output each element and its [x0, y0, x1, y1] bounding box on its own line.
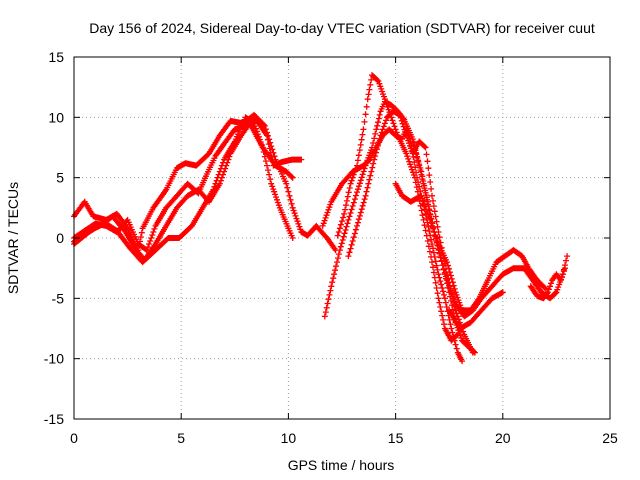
axis-ticks — [73, 56, 611, 420]
series-track-10 — [409, 138, 571, 320]
y-tick-label: 5 — [56, 170, 64, 186]
grid-lines — [74, 57, 610, 419]
scatter-marks — [392, 180, 549, 314]
scatter-marks — [527, 265, 568, 302]
series-track-7 — [334, 72, 461, 344]
x-tick-label: 15 — [388, 430, 404, 446]
x-tick-label: 0 — [70, 430, 78, 446]
x-tick-label: 10 — [281, 430, 297, 446]
scatter-marks — [446, 289, 506, 332]
series-track-11 — [446, 289, 506, 332]
y-tick-label: 10 — [48, 109, 64, 125]
x-axis-label: GPS time / hours — [288, 457, 395, 473]
series-track-12 — [527, 265, 568, 302]
y-tick-label: -15 — [44, 411, 64, 427]
series-track-9 — [392, 180, 549, 314]
scatter-marks — [334, 72, 461, 344]
y-tick-label: 15 — [48, 49, 64, 65]
x-tick-label: 20 — [495, 430, 511, 446]
y-axis-label: SDTVAR / TECUs — [5, 182, 21, 294]
data-points — [71, 72, 571, 365]
scatter-marks — [409, 138, 571, 320]
y-tick-label: -10 — [44, 351, 64, 367]
x-tick-label: 25 — [602, 430, 618, 446]
x-tick-label: 5 — [177, 430, 185, 446]
y-tick-label: 0 — [56, 230, 64, 246]
y-tick-label: -5 — [52, 290, 65, 306]
y-tick-labels: -15 -10 -5 0 5 10 15 — [44, 49, 64, 427]
scatter-marks — [345, 108, 476, 356]
series-track-8 — [345, 108, 476, 356]
chart-title: Day 156 of 2024, Sidereal Day-to-day VTE… — [89, 20, 595, 36]
x-tick-labels: 0 5 10 15 20 25 — [70, 430, 618, 446]
